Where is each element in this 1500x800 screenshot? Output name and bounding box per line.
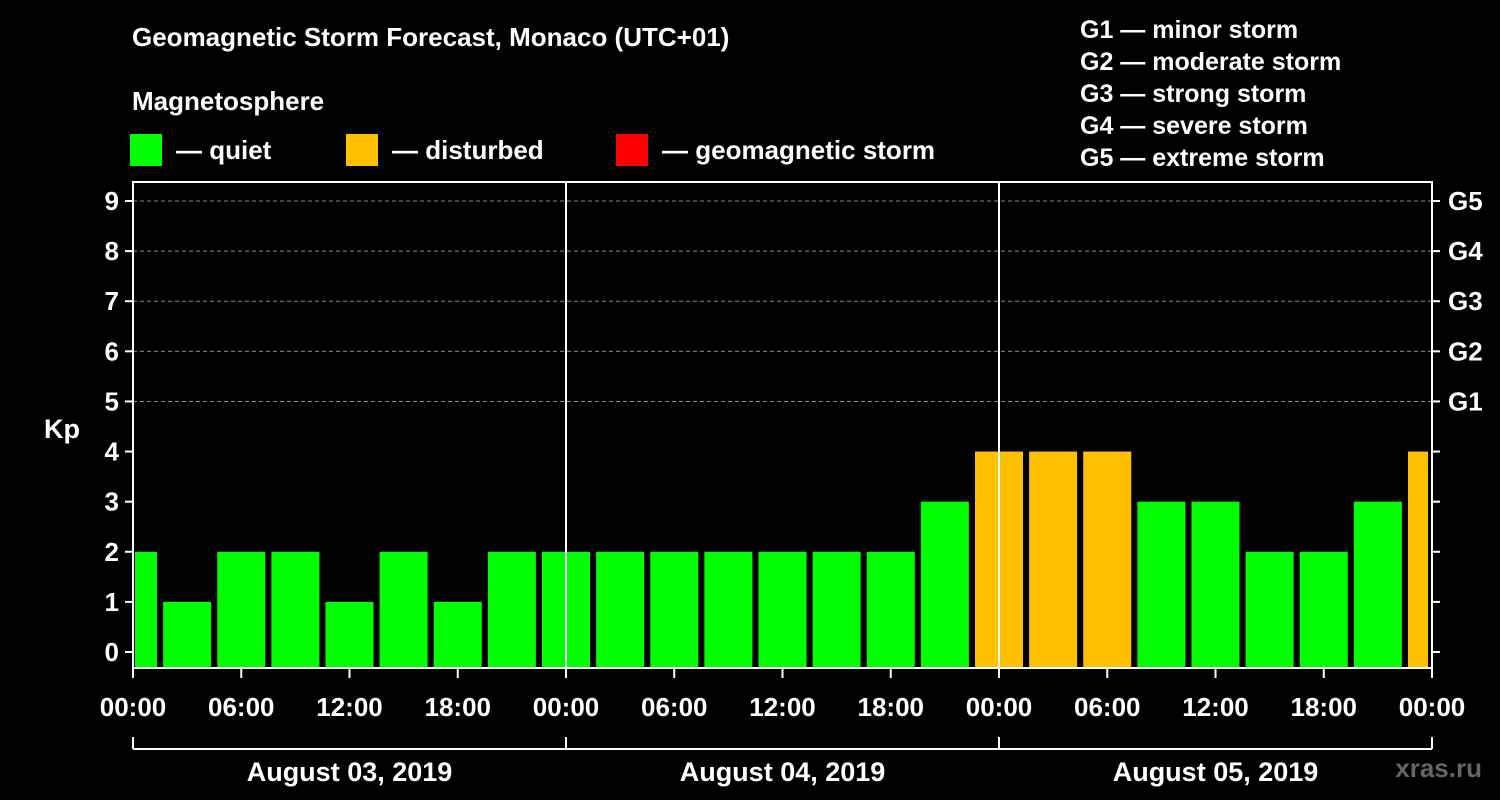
y-tick-label: 3	[105, 487, 119, 517]
kp-bar	[487, 551, 536, 668]
y-tick-label: 8	[105, 236, 119, 266]
kp-bar	[163, 601, 212, 668]
y-tick-label: 9	[105, 186, 119, 216]
y-tick-label: 1	[105, 587, 119, 617]
kp-bar	[758, 551, 807, 668]
kp-bar	[866, 551, 915, 668]
kp-bar	[1408, 451, 1428, 668]
x-tick-label: 00:00	[1399, 692, 1466, 722]
y-tick-label: 2	[105, 537, 119, 567]
g-legend-g2: G2 — moderate storm	[1080, 48, 1342, 76]
legend-swatch-disturbed	[346, 134, 378, 166]
g-axis-label: G3	[1448, 286, 1483, 316]
x-tick-label: 00:00	[533, 692, 600, 722]
x-tick-label: 06:00	[641, 692, 708, 722]
g-legend-g4: G4 — severe storm	[1080, 112, 1308, 140]
kp-bar	[379, 551, 428, 668]
legend-item-storm: — geomagnetic storm	[616, 133, 935, 167]
kp-bar	[1029, 451, 1078, 668]
g-axis-label: G4	[1448, 236, 1483, 266]
legend-label-disturbed: — disturbed	[392, 134, 544, 165]
kp-bar	[217, 551, 266, 668]
x-tick-label: 12:00	[316, 692, 383, 722]
kp-bar	[325, 601, 374, 668]
x-tick-label: 12:00	[1182, 692, 1249, 722]
kp-bar	[1245, 551, 1294, 668]
kp-bar	[1137, 501, 1186, 668]
kp-bar	[1191, 501, 1240, 668]
x-tick-label: 00:00	[100, 692, 167, 722]
kp-bar	[1083, 451, 1132, 668]
kp-bar	[135, 551, 157, 668]
g-legend-g3: G3 — strong storm	[1080, 80, 1307, 108]
kp-bar	[704, 551, 753, 668]
chart-subtitle: Magnetosphere	[132, 86, 325, 116]
y-tick-label: 4	[105, 437, 120, 467]
x-tick-label: 18:00	[858, 692, 925, 722]
kp-bar	[1353, 501, 1402, 668]
legend-item-quiet: — quiet	[130, 133, 271, 167]
y-axis-label: Kp	[44, 414, 80, 444]
y-tick-label: 7	[105, 286, 119, 316]
g-scale-legend: G1 — minor storm G2 — moderate storm G3 …	[1080, 14, 1341, 174]
g-legend-g5: G5 — extreme storm	[1080, 144, 1325, 172]
x-tick-label: 18:00	[1291, 692, 1358, 722]
watermark: xras.ru	[1395, 753, 1482, 783]
y-tick-label: 6	[105, 336, 119, 366]
kp-bar	[650, 551, 699, 668]
kp-bar	[812, 551, 861, 668]
kp-bar	[271, 551, 320, 668]
legend-swatch-storm	[616, 134, 648, 166]
kp-bar	[920, 501, 969, 668]
g-axis-label: G2	[1448, 336, 1483, 366]
legend-label-quiet: — quiet	[176, 134, 272, 165]
g-axis-label: G1	[1448, 386, 1483, 416]
g-legend-g1: G1 — minor storm	[1080, 16, 1299, 44]
x-tick-label: 06:00	[208, 692, 275, 722]
legend-item-disturbed: — disturbed	[346, 133, 544, 167]
day-label: August 04, 2019	[680, 757, 886, 787]
kp-bar	[596, 551, 645, 668]
y-tick-label: 5	[105, 386, 119, 416]
y-tick-label: 0	[105, 637, 119, 667]
day-label: August 03, 2019	[247, 757, 453, 787]
kp-bar	[1299, 551, 1348, 668]
x-tick-label: 00:00	[966, 692, 1033, 722]
x-tick-label: 06:00	[1074, 692, 1141, 722]
kp-bar	[433, 601, 482, 668]
x-tick-label: 18:00	[425, 692, 492, 722]
legend-label-storm: — geomagnetic storm	[662, 134, 936, 165]
x-tick-label: 12:00	[749, 692, 816, 722]
g-axis-label: G5	[1448, 186, 1483, 216]
legend-swatch-quiet	[130, 134, 162, 166]
chart-title: Geomagnetic Storm Forecast, Monaco (UTC+…	[132, 22, 730, 52]
day-label: August 05, 2019	[1113, 757, 1319, 787]
